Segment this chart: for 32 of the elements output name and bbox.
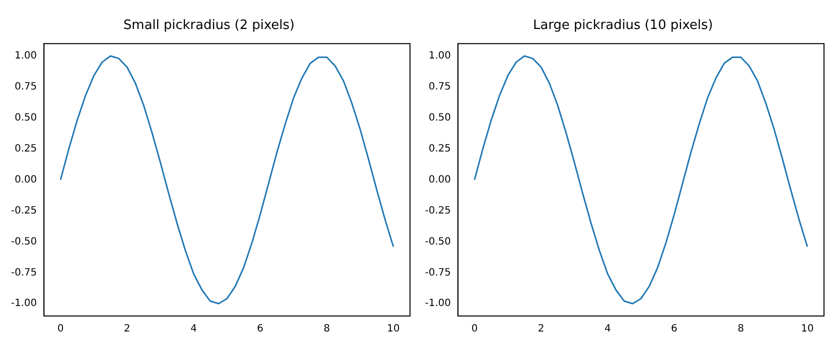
- chart-title: Large pickradius (10 pixels): [533, 18, 713, 34]
- y-tick-label: 1.00: [428, 50, 451, 62]
- x-tick-label: 8: [324, 324, 330, 335]
- y-tick-label: 1.00: [14, 50, 37, 62]
- x-tick-label: 2: [538, 324, 544, 335]
- y-tick-label: 0.00: [428, 174, 451, 186]
- y-tick-label: 0.00: [14, 174, 37, 186]
- y-tick-label: 0.50: [14, 112, 37, 124]
- x-tick-label: 2: [124, 324, 130, 335]
- y-tick-label: -0.75: [425, 267, 451, 278]
- x-tick-label: 0: [57, 324, 64, 335]
- y-tick-label: -0.75: [11, 267, 37, 278]
- y-tick-label: -0.25: [425, 205, 451, 216]
- y-tick-label: 0.25: [14, 143, 37, 154]
- y-tick-label: 0.50: [428, 112, 451, 124]
- x-tick-label: 4: [604, 324, 611, 335]
- x-tick-label: 6: [257, 324, 264, 335]
- y-tick-label: 0.75: [428, 82, 451, 93]
- y-tick-label: -1.00: [425, 298, 451, 310]
- y-tick-label: -1.00: [11, 298, 37, 310]
- y-tick-label: -0.25: [11, 205, 37, 216]
- x-tick-label: 8: [738, 324, 744, 335]
- x-tick-label: 6: [671, 324, 678, 335]
- x-tick-label: 4: [190, 324, 197, 335]
- chart-title: Small pickradius (2 pixels): [123, 18, 295, 34]
- y-tick-label: 0.75: [14, 82, 37, 93]
- y-tick-label: 0.25: [428, 143, 451, 154]
- x-tick-label: 10: [800, 324, 814, 335]
- x-tick-label: 10: [386, 324, 400, 335]
- x-tick-label: 0: [471, 324, 478, 335]
- y-tick-label: -0.50: [11, 236, 37, 248]
- y-tick-label: -0.50: [425, 236, 451, 248]
